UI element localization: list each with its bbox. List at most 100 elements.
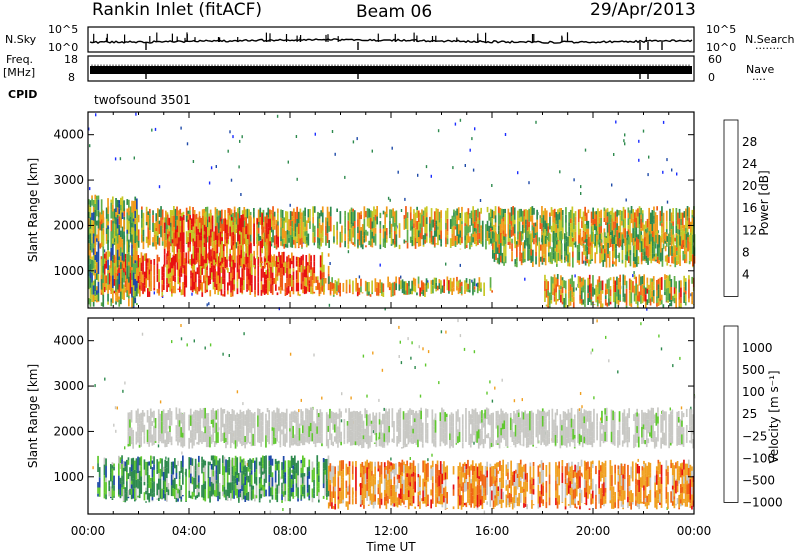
echo-cell: [609, 210, 612, 215]
echo-cell: [666, 254, 669, 263]
echo-cell: [121, 249, 124, 253]
echo-cell: [169, 243, 172, 247]
echo-cell: [425, 422, 427, 434]
echo-cell: [449, 277, 452, 287]
echo-cell: [289, 295, 292, 297]
echo-cell: [123, 284, 125, 291]
echo-cell: [94, 247, 97, 255]
echo-cell: [281, 218, 284, 228]
echo-cell: [347, 237, 350, 245]
echo-cell: [421, 227, 423, 240]
echo-cell: [97, 301, 100, 303]
echo-cell: [231, 409, 234, 414]
echo-cell: [533, 227, 535, 239]
echo-cell: [558, 212, 561, 220]
echo-cell: [126, 290, 129, 298]
echo-cell: [641, 210, 644, 214]
echo-cell: [627, 218, 630, 226]
echo-cell: [474, 433, 477, 442]
echo-cell: [266, 408, 269, 413]
echo-cell: [338, 426, 341, 439]
echo-cell: [434, 420, 437, 433]
echo-cell: [235, 228, 238, 233]
echo-cell: [326, 233, 329, 243]
echo-cell: [88, 227, 90, 235]
echo-cell: [179, 252, 182, 262]
echo-cell: [364, 280, 367, 292]
echo-cell: [356, 416, 358, 422]
echo-cell: [281, 252, 284, 264]
echo-cell: [381, 413, 384, 425]
echo-cell: [112, 255, 114, 260]
echo-cell: [361, 292, 364, 294]
echo-cell: [309, 431, 312, 442]
echo-cell: [96, 299, 98, 303]
echo-cell: [167, 410, 170, 421]
echo-cell: [390, 232, 393, 245]
echo-cell: [468, 410, 470, 419]
echo-cell: [356, 411, 358, 416]
echo-cell: [205, 244, 207, 257]
echo-cell: [597, 226, 599, 233]
echo-cell: [644, 237, 646, 248]
echo-cell: [246, 237, 249, 246]
scatter-echo: [135, 112, 137, 116]
echo-cell: [331, 282, 333, 290]
echo-cell: [627, 207, 630, 213]
scatter-echo: [344, 175, 346, 179]
echo-cell: [228, 272, 231, 280]
echo-cell: [142, 266, 144, 275]
echo-cell: [672, 214, 674, 222]
echo-cell: [452, 277, 455, 282]
echo-cell: [180, 273, 183, 277]
echo-cell: [295, 415, 298, 424]
echo-cell: [673, 293, 676, 298]
echo-cell: [661, 260, 664, 267]
echo-cell: [395, 276, 397, 284]
echo-cell: [530, 249, 533, 256]
echo-cell: [473, 422, 475, 431]
echo-cell: [433, 211, 436, 223]
echo-cell: [662, 221, 665, 233]
echo-cell: [214, 207, 217, 219]
echo-cell: [634, 256, 637, 265]
echo-cell: [99, 212, 102, 222]
echo-cell: [336, 230, 338, 240]
echo-cell: [213, 265, 215, 269]
echo-cell: [444, 442, 446, 446]
echo-cell: [305, 230, 308, 237]
scatter-echo: [581, 405, 583, 409]
echo-cell: [687, 232, 689, 238]
echo-cell: [425, 433, 427, 440]
echo-cell: [521, 233, 524, 240]
echo-cell: [256, 229, 258, 237]
echo-cell: [489, 222, 492, 229]
echo-cell: [373, 227, 375, 237]
echo-cell: [416, 210, 418, 218]
echo-cell: [196, 410, 198, 422]
echo-cell: [207, 444, 210, 448]
echo-cell: [280, 217, 282, 228]
echo-cell: [584, 223, 586, 232]
echo-cell: [664, 239, 666, 244]
echo-cell: [349, 228, 351, 242]
echo-cell: [433, 277, 436, 289]
echo-cell: [471, 408, 474, 415]
echo-cell: [101, 214, 103, 220]
echo-cell: [142, 255, 144, 267]
echo-cell: [329, 418, 331, 428]
echo-cell: [256, 222, 258, 230]
echo-cell: [220, 427, 222, 431]
echo-cell: [592, 242, 594, 244]
echo-cell: [552, 252, 555, 259]
echo-cell: [640, 228, 642, 232]
echo-cell: [676, 235, 678, 248]
echo-cell: [667, 275, 669, 288]
echo-cell: [451, 226, 454, 234]
echo-cell: [261, 411, 264, 422]
echo-cell: [598, 223, 601, 227]
scatter-echo: [206, 303, 208, 307]
echo-cell: [258, 437, 261, 443]
echo-cell: [320, 237, 322, 242]
echo-cell: [589, 254, 592, 260]
